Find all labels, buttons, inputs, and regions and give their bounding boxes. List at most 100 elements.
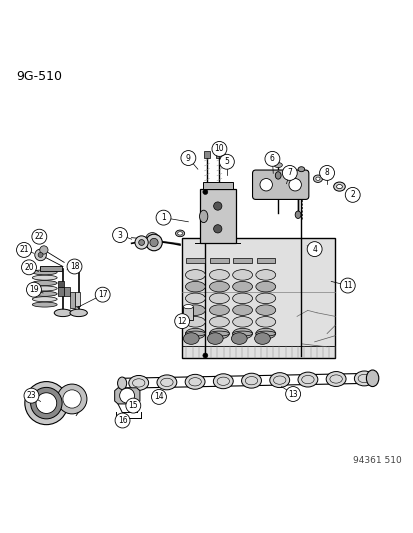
Ellipse shape <box>313 175 322 182</box>
Circle shape <box>17 243 31 257</box>
Circle shape <box>219 155 234 169</box>
Circle shape <box>306 241 321 256</box>
Ellipse shape <box>209 328 229 339</box>
Ellipse shape <box>117 377 126 390</box>
Ellipse shape <box>177 232 182 235</box>
Ellipse shape <box>325 372 345 386</box>
Circle shape <box>25 382 68 425</box>
Text: 12: 12 <box>177 317 186 326</box>
Ellipse shape <box>232 293 252 304</box>
Circle shape <box>202 190 207 195</box>
Ellipse shape <box>366 370 378 386</box>
Bar <box>199 190 235 244</box>
Circle shape <box>150 238 158 247</box>
Ellipse shape <box>255 305 275 316</box>
Ellipse shape <box>175 230 184 237</box>
Text: 17: 17 <box>97 290 107 299</box>
Text: 1: 1 <box>161 213 166 222</box>
Ellipse shape <box>232 305 252 316</box>
Ellipse shape <box>32 280 57 286</box>
Ellipse shape <box>70 309 87 317</box>
Text: 10: 10 <box>214 144 224 154</box>
Circle shape <box>259 179 272 191</box>
Circle shape <box>135 236 148 249</box>
Text: 4: 4 <box>311 245 316 254</box>
Text: 15: 15 <box>128 401 138 410</box>
Circle shape <box>32 229 47 244</box>
Ellipse shape <box>183 333 199 344</box>
Circle shape <box>112 228 127 243</box>
Ellipse shape <box>232 270 252 280</box>
Ellipse shape <box>209 270 229 280</box>
Circle shape <box>138 240 144 245</box>
Bar <box>203 151 210 158</box>
Ellipse shape <box>185 305 205 316</box>
Bar <box>216 151 222 158</box>
Ellipse shape <box>199 210 207 223</box>
Text: 11: 11 <box>342 281 351 290</box>
Bar <box>58 287 64 296</box>
Ellipse shape <box>336 184 342 189</box>
Circle shape <box>40 246 48 254</box>
Bar <box>64 287 70 296</box>
Ellipse shape <box>209 281 229 292</box>
Circle shape <box>145 234 162 251</box>
Circle shape <box>213 225 221 233</box>
Ellipse shape <box>294 211 300 219</box>
Ellipse shape <box>54 309 71 317</box>
Ellipse shape <box>241 373 261 388</box>
Circle shape <box>344 188 359 203</box>
Text: 7: 7 <box>287 168 292 177</box>
Ellipse shape <box>254 333 270 344</box>
Ellipse shape <box>183 304 193 309</box>
Text: 22: 22 <box>35 232 44 241</box>
Text: 16: 16 <box>117 416 127 425</box>
Circle shape <box>174 314 189 329</box>
Ellipse shape <box>185 317 205 327</box>
Ellipse shape <box>209 305 229 316</box>
Ellipse shape <box>32 270 57 275</box>
Text: 21: 21 <box>19 245 28 254</box>
Ellipse shape <box>269 373 289 387</box>
Ellipse shape <box>354 371 373 386</box>
Ellipse shape <box>207 333 223 344</box>
Ellipse shape <box>232 281 252 292</box>
Bar <box>182 238 335 358</box>
Circle shape <box>67 259 82 274</box>
Text: 94361 510: 94361 510 <box>352 456 401 465</box>
Circle shape <box>24 388 39 403</box>
Circle shape <box>156 210 171 225</box>
Ellipse shape <box>209 317 229 327</box>
Circle shape <box>202 353 207 358</box>
Ellipse shape <box>213 374 233 389</box>
Bar <box>58 281 64 287</box>
Ellipse shape <box>255 331 275 336</box>
Bar <box>75 292 80 306</box>
Circle shape <box>26 282 41 297</box>
Circle shape <box>115 413 130 428</box>
Circle shape <box>38 253 43 257</box>
Ellipse shape <box>232 317 252 327</box>
Text: 23: 23 <box>26 391 36 400</box>
Ellipse shape <box>333 182 344 191</box>
Ellipse shape <box>185 328 205 339</box>
Ellipse shape <box>185 331 205 336</box>
Text: 20: 20 <box>24 263 34 272</box>
Text: 18: 18 <box>70 262 79 271</box>
Ellipse shape <box>128 375 148 390</box>
Ellipse shape <box>185 270 205 280</box>
Circle shape <box>288 179 301 191</box>
Circle shape <box>319 165 334 180</box>
Ellipse shape <box>32 275 57 280</box>
Ellipse shape <box>32 286 57 291</box>
Text: 6: 6 <box>269 155 274 163</box>
Text: 13: 13 <box>287 390 297 399</box>
Bar <box>233 258 251 263</box>
Ellipse shape <box>315 177 319 180</box>
Circle shape <box>339 278 354 293</box>
Circle shape <box>35 249 46 261</box>
FancyBboxPatch shape <box>252 170 308 199</box>
Text: 14: 14 <box>154 392 164 401</box>
Circle shape <box>151 390 166 405</box>
Ellipse shape <box>185 281 205 292</box>
